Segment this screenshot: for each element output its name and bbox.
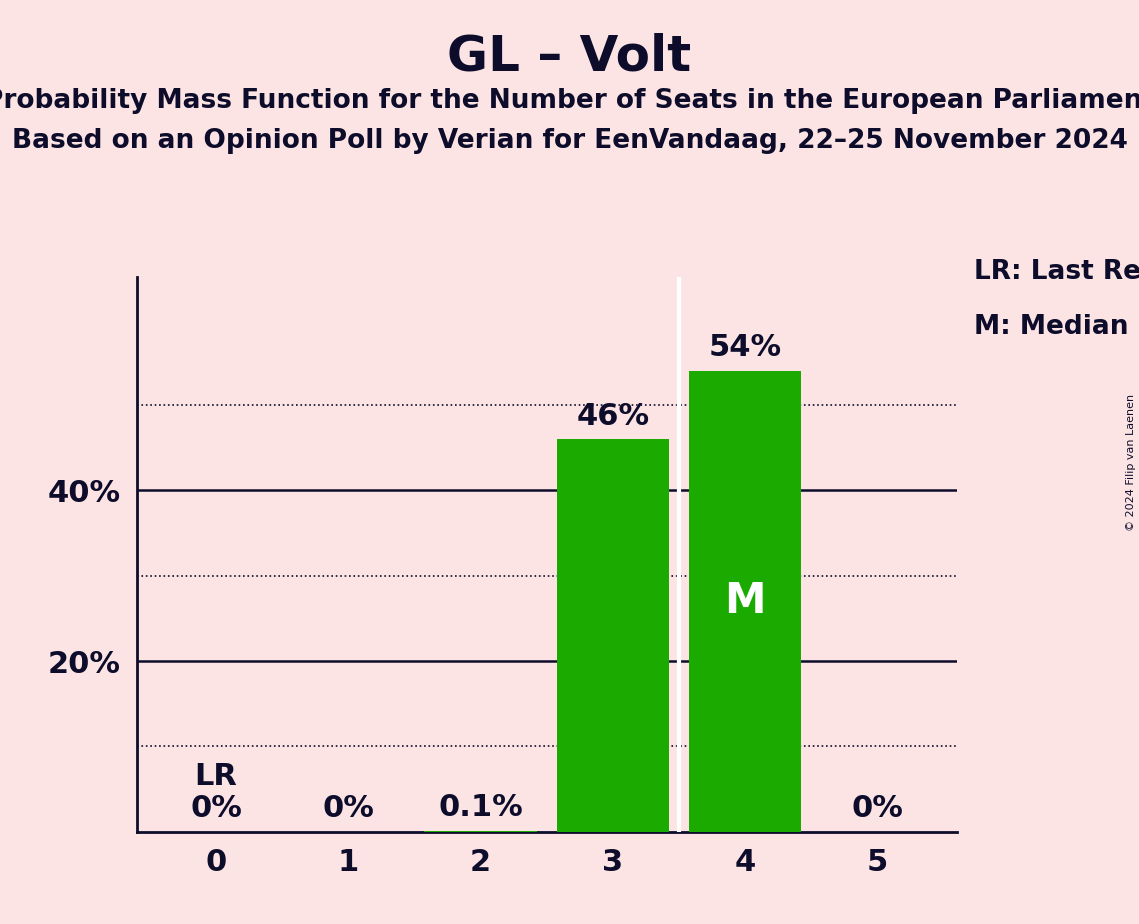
Text: Based on an Opinion Poll by Verian for EenVandaag, 22–25 November 2024: Based on an Opinion Poll by Verian for E… [11,128,1128,153]
Text: M: Median: M: Median [974,314,1129,340]
Text: 0%: 0% [190,794,241,823]
Text: 46%: 46% [576,402,649,431]
Text: © 2024 Filip van Laenen: © 2024 Filip van Laenen [1126,394,1136,530]
Text: 54%: 54% [708,334,781,362]
Text: 0%: 0% [852,794,903,823]
Text: 0%: 0% [322,794,375,823]
Bar [689,371,802,832]
Text: M: M [724,580,765,622]
Text: GL – Volt: GL – Volt [448,32,691,80]
Text: LR: LR [195,761,237,791]
Text: LR: Last Result: LR: Last Result [974,259,1139,285]
Text: 0.1%: 0.1% [439,793,523,822]
Text: Probability Mass Function for the Number of Seats in the European Parliament: Probability Mass Function for the Number… [0,88,1139,114]
Bar [557,439,669,832]
